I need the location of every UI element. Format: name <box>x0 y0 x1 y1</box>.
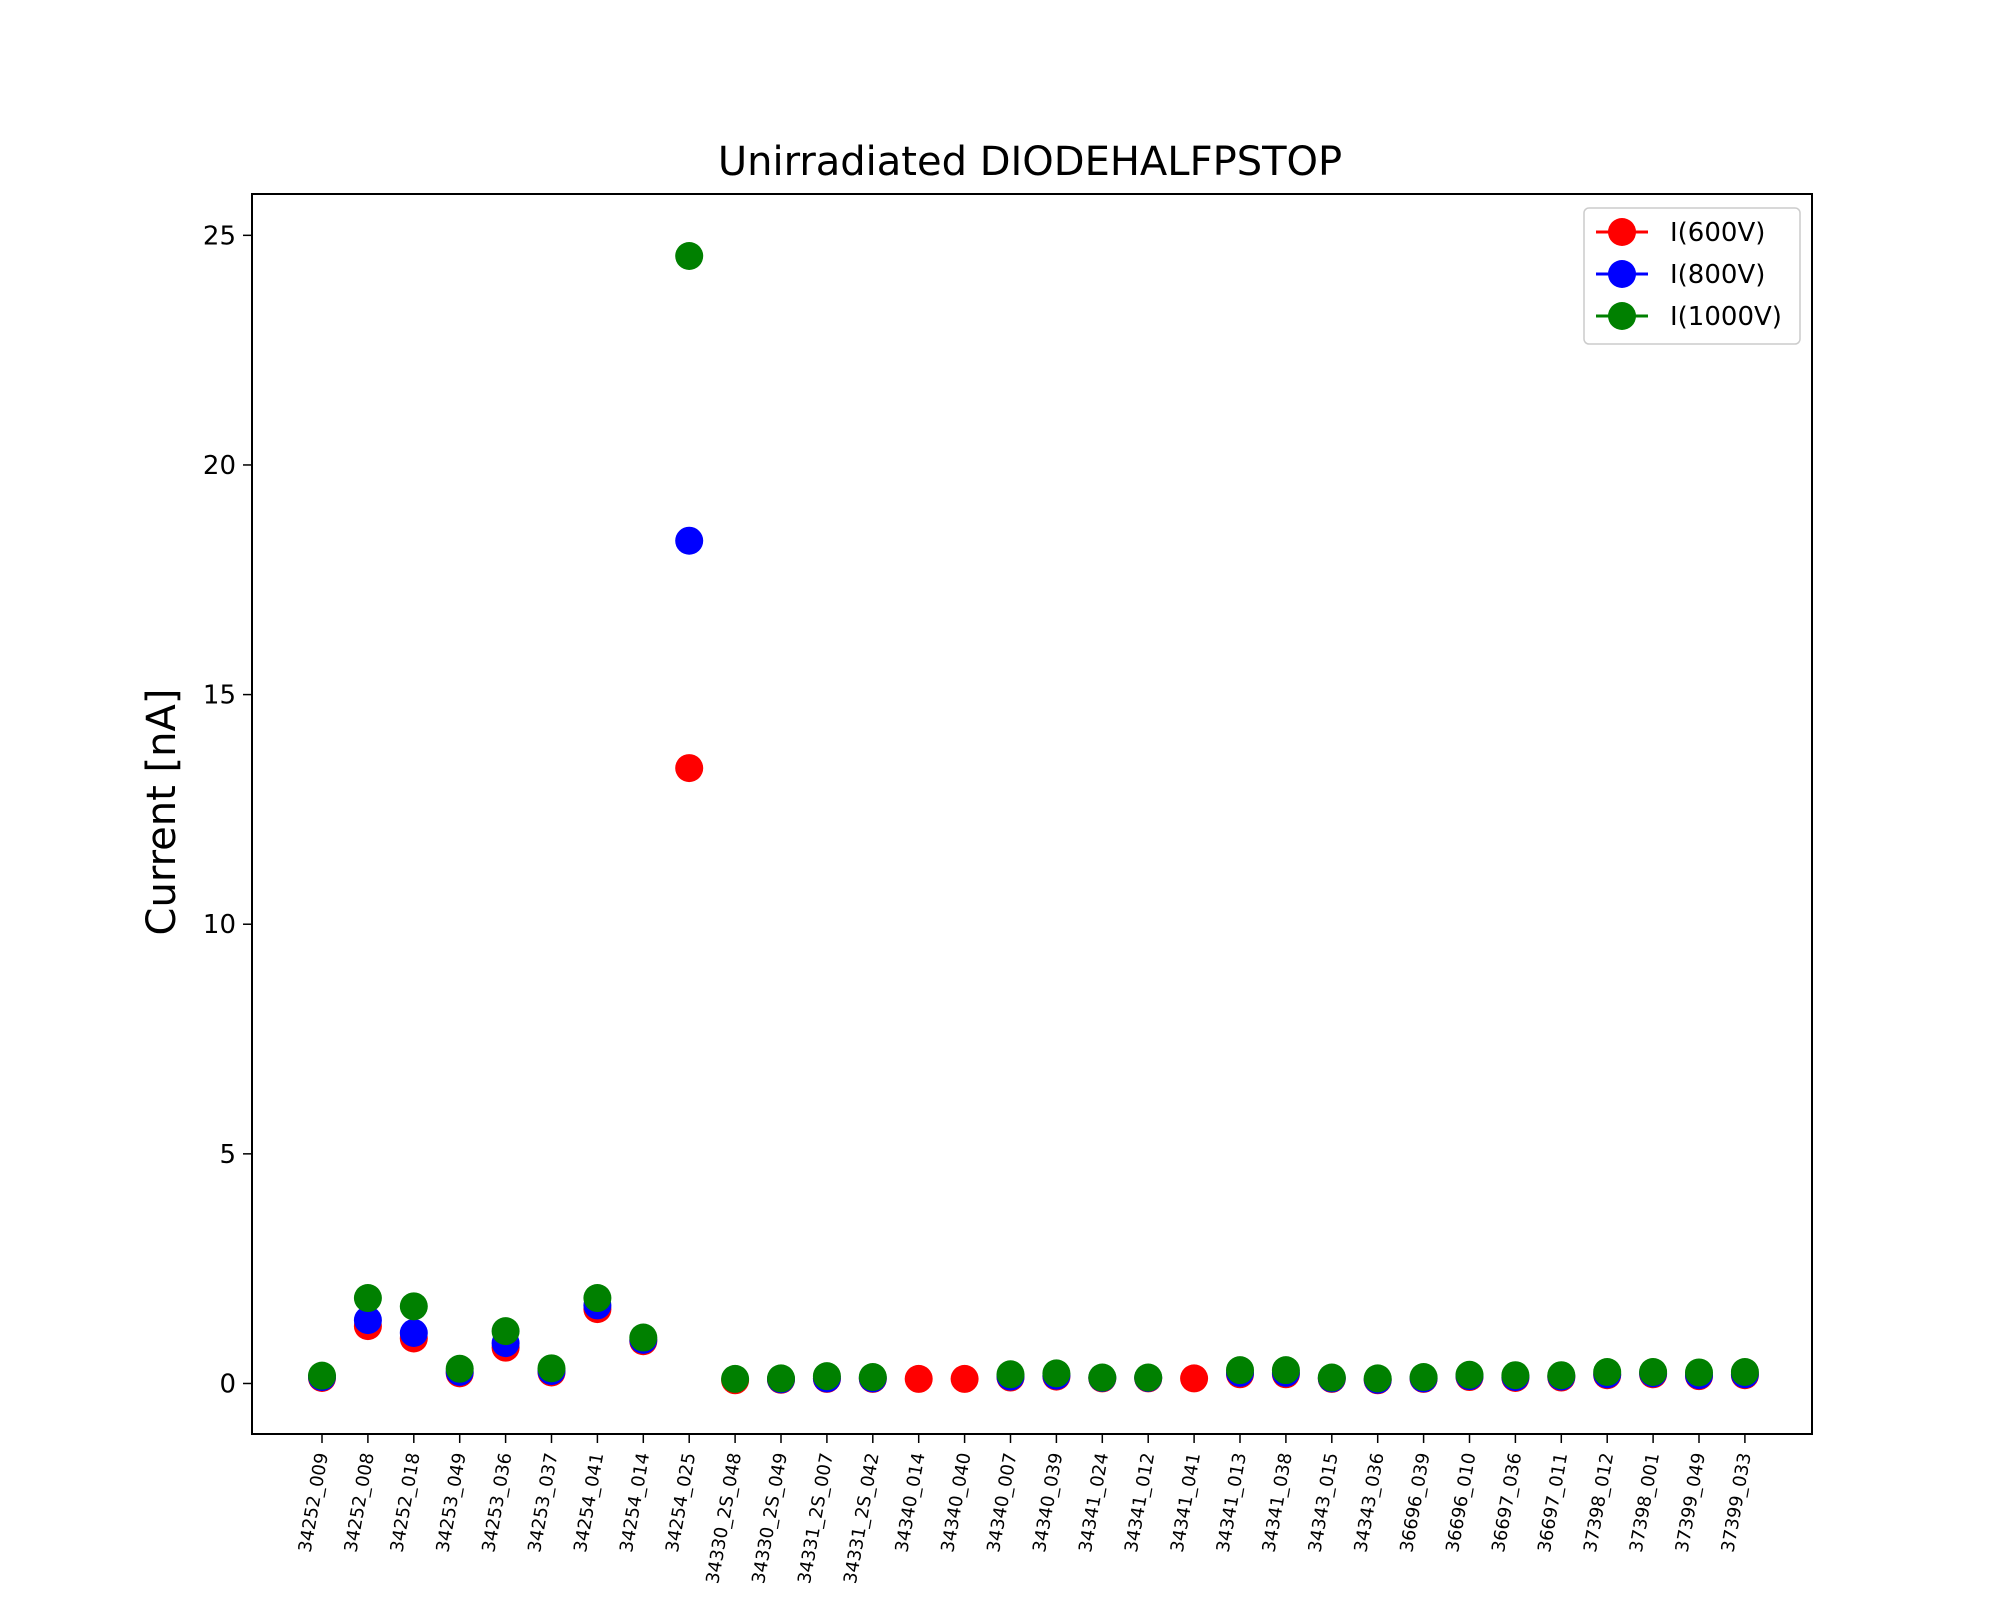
y-axis: 0 5 10 15 20 25 <box>203 221 252 1399</box>
point-i600v-34254_025 <box>675 754 704 783</box>
x-axis: 34252_009 34252_008 34252_018 34253_049 3425… <box>295 1434 1756 1585</box>
legend-marker <box>1608 260 1636 288</box>
x-tick-label: 34253_037 <box>524 1451 562 1554</box>
legend-marker <box>1608 302 1636 330</box>
x-tick-label: 34330_2S_048 <box>702 1451 746 1585</box>
x-tick-label: 34343_015 <box>1305 1451 1343 1554</box>
legend-label: I(1000V) <box>1670 302 1782 332</box>
plot-frame <box>251 193 1813 1435</box>
point-i1000v-34252_008 <box>353 1284 382 1313</box>
point-i1000v-36697_011 <box>1547 1361 1576 1390</box>
point-i1000v-37398_001 <box>1639 1358 1668 1386</box>
point-i1000v-36696_010 <box>1455 1360 1484 1389</box>
x-tick-label: 37398_001 <box>1626 1451 1664 1554</box>
legend-label: I(800V) <box>1670 260 1765 290</box>
x-tick-label: 36697_011 <box>1534 1451 1572 1554</box>
point-i1000v-34253_037 <box>537 1354 566 1383</box>
point-i1000v-34340_007 <box>996 1360 1025 1389</box>
x-tick-label: 34254_014 <box>616 1451 654 1554</box>
point-i800v-34254_025 <box>675 526 704 555</box>
x-tick-label: 34341_038 <box>1259 1451 1297 1554</box>
x-tick-label: 34340_007 <box>983 1451 1021 1554</box>
y-tick-label: 25 <box>203 221 236 251</box>
y-tick-label: 15 <box>203 681 236 711</box>
legend-box <box>1583 207 1801 345</box>
point-i600v-34341_041 <box>1180 1364 1209 1393</box>
x-tick-label: 36696_039 <box>1396 1451 1434 1554</box>
point-i1000v-34253_049 <box>445 1354 474 1383</box>
y-axis-label: Current [nA] <box>139 689 185 936</box>
y-tick-label: 10 <box>203 910 236 940</box>
y-tick-label: 5 <box>219 1140 236 1170</box>
point-i1000v-34343_036 <box>1363 1364 1392 1393</box>
x-tick-label: 34340_040 <box>937 1451 975 1554</box>
x-tick-label: 34341_024 <box>1075 1451 1113 1554</box>
y-tick-label: 0 <box>219 1369 236 1399</box>
x-tick-label: 34340_014 <box>891 1451 929 1554</box>
y-axis-label-main: Current <box>139 772 185 935</box>
x-tick-label: 34252_018 <box>387 1451 425 1554</box>
point-i1000v-34252_018 <box>399 1292 428 1321</box>
point-i1000v-34343_015 <box>1317 1363 1346 1392</box>
point-i600v-34340_040 <box>950 1364 979 1393</box>
plot-area <box>308 242 1759 1395</box>
x-tick-label: 36697_036 <box>1488 1451 1526 1554</box>
x-tick-label: 37399_049 <box>1672 1451 1710 1554</box>
point-i1000v-34331_2S_007 <box>812 1362 841 1391</box>
x-tick-label: 37399_033 <box>1718 1451 1756 1554</box>
point-i1000v-34341_013 <box>1226 1356 1254 1385</box>
point-i600v-34340_014 <box>904 1364 933 1393</box>
legend-marker <box>1608 218 1636 246</box>
x-tick-label: 34343_036 <box>1350 1451 1388 1554</box>
point-i1000v-34252_009 <box>308 1361 336 1390</box>
x-tick-label: 34253_036 <box>478 1451 516 1554</box>
point-i1000v-34330_2S_049 <box>767 1364 795 1393</box>
y-tick-label: 20 <box>203 451 236 481</box>
point-i1000v-34254_041 <box>583 1284 612 1313</box>
x-tick-label: 34330_2S_049 <box>748 1451 792 1585</box>
point-i1000v-37398_012 <box>1593 1358 1622 1386</box>
point-i1000v-34253_036 <box>491 1317 520 1346</box>
x-tick-label: 34341_041 <box>1167 1451 1205 1554</box>
point-i1000v-34331_2S_042 <box>858 1363 887 1392</box>
legend: I(600V) I(800V) I(1000V) <box>1583 207 1801 345</box>
y-axis-label-unit: [nA] <box>139 689 185 773</box>
point-i1000v-34341_038 <box>1271 1356 1300 1385</box>
point-i800v-34252_018 <box>399 1318 428 1347</box>
chart-title: Unirradiated DIODEHALFPSTOP <box>718 139 1342 185</box>
x-tick-label: 34340_039 <box>1029 1451 1067 1554</box>
point-i1000v-34330_2S_048 <box>721 1364 750 1393</box>
x-tick-label: 36696_010 <box>1442 1451 1480 1554</box>
x-tick-label: 34341_012 <box>1121 1451 1159 1554</box>
x-tick-label: 34341_013 <box>1213 1451 1251 1554</box>
point-i1000v-36697_036 <box>1501 1361 1530 1390</box>
x-tick-label: 37398_012 <box>1580 1451 1618 1554</box>
point-i1000v-34340_039 <box>1042 1359 1071 1388</box>
point-i1000v-34341_024 <box>1088 1363 1117 1392</box>
x-tick-label: 34253_049 <box>432 1451 470 1554</box>
point-i1000v-34254_014 <box>629 1323 658 1352</box>
point-i1000v-36696_039 <box>1409 1363 1438 1392</box>
x-tick-label: 34252_008 <box>341 1451 379 1554</box>
x-tick-label: 34252_009 <box>295 1451 333 1554</box>
point-i1000v-34254_025 <box>675 242 704 270</box>
point-i1000v-37399_049 <box>1685 1358 1713 1387</box>
x-tick-label: 34254_041 <box>570 1451 608 1554</box>
point-i800v-34252_008 <box>353 1306 382 1335</box>
x-tick-label: 34254_025 <box>662 1451 700 1554</box>
x-tick-label: 34331_2S_042 <box>840 1451 884 1585</box>
x-tick-label: 34331_2S_007 <box>794 1451 838 1585</box>
point-i1000v-37399_033 <box>1730 1358 1759 1386</box>
point-i1000v-34341_012 <box>1134 1363 1163 1392</box>
legend-label: I(600V) <box>1670 218 1765 248</box>
